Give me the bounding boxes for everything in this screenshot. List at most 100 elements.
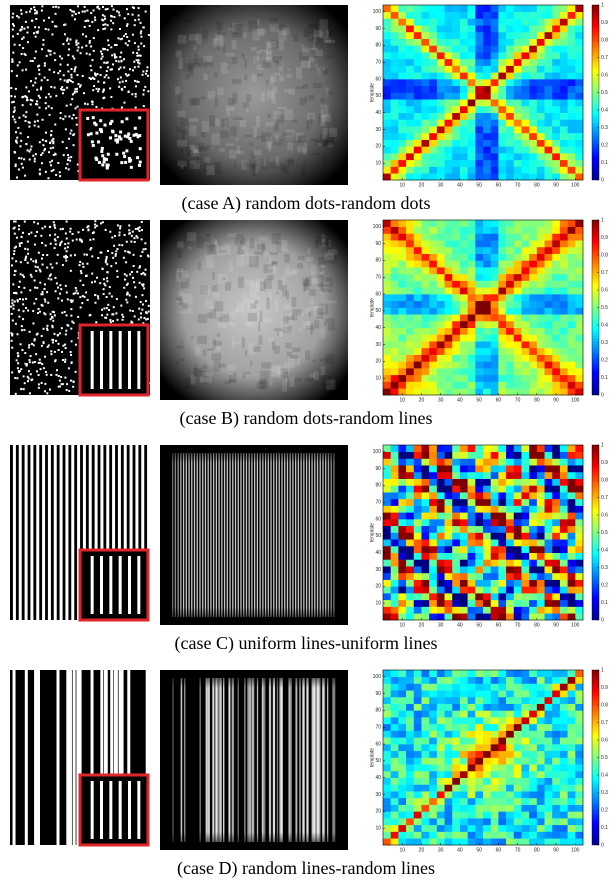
heatmap-cell: [398, 573, 406, 580]
heatmap-cell: [506, 133, 514, 140]
heatmap-cell: [552, 724, 560, 731]
heatmap-cell: [437, 825, 445, 832]
heatmap-cell: [560, 710, 568, 717]
heatmap-cell: [491, 613, 499, 620]
heatmap-cell: [568, 86, 576, 93]
texture: [179, 311, 188, 313]
heatmap-cell: [475, 566, 483, 573]
heatmap-cell: [445, 274, 453, 281]
heatmap-cell: [429, 388, 437, 395]
heatmap-cell: [537, 93, 545, 100]
colorbar-tick-label: 0.6: [601, 287, 608, 293]
heatmap-cell: [452, 126, 460, 133]
dot: [126, 36, 128, 38]
heatmap-cell: [383, 45, 391, 52]
heatmap-cell: [491, 260, 499, 267]
stripe: [100, 556, 103, 614]
heatmap-cell: [506, 301, 514, 308]
dot: [55, 340, 57, 342]
heatmap-cell: [445, 704, 453, 711]
heatmap-cell: [568, 287, 576, 294]
texture: [215, 97, 218, 106]
heatmap-cell: [545, 167, 553, 174]
heatmap-cell: [498, 233, 506, 240]
heatmap-cell: [575, 45, 583, 52]
heatmap-cell: [414, 526, 422, 533]
heatmap-cell: [460, 25, 468, 32]
heatmap-cell: [475, 465, 483, 472]
heatmap-cell: [437, 573, 445, 580]
dot: [56, 282, 58, 284]
dot: [61, 300, 63, 302]
heatmap-cell: [421, 539, 429, 546]
heatmap-cell: [460, 375, 468, 382]
dot: [128, 160, 131, 163]
heatmap-cell: [398, 737, 406, 744]
heatmap-cell: [445, 778, 453, 785]
y-tick-label: 80: [375, 258, 381, 264]
dot: [126, 8, 128, 10]
heatmap-cell: [475, 586, 483, 593]
dot: [54, 247, 56, 249]
heatmap-cell: [529, 173, 537, 180]
heatmap-cell: [568, 12, 576, 19]
dot: [134, 66, 136, 68]
dot: [67, 38, 69, 40]
heatmap-cell: [529, 751, 537, 758]
heatmap-cell: [468, 758, 476, 765]
heatmap-cell: [429, 79, 437, 86]
heatmap-cell: [537, 99, 545, 106]
heatmap-cell: [406, 153, 414, 160]
dot: [41, 304, 43, 306]
heatmap-cell: [506, 600, 514, 607]
heatmap-cell: [568, 314, 576, 321]
dot: [13, 253, 15, 255]
heatmap-cell: [491, 5, 499, 12]
heatmap-cell: [460, 32, 468, 39]
heatmap-cell: [475, 348, 483, 355]
heatmap-cell: [437, 445, 445, 452]
heatmap-cell: [437, 5, 445, 12]
heatmap-cell: [491, 573, 499, 580]
heatmap-cell: [460, 704, 468, 711]
heatmap-cell: [429, 580, 437, 587]
heatmap-cell: [560, 825, 568, 832]
dot: [70, 308, 72, 310]
heatmap-cell: [398, 519, 406, 526]
dot: [112, 63, 114, 65]
heatmap-cell: [575, 546, 583, 553]
heatmap-cell: [383, 99, 391, 106]
heatmap-cell: [560, 328, 568, 335]
heatmap-cell: [521, 287, 529, 294]
heatmap-cell: [521, 717, 529, 724]
heatmap-cell: [452, 93, 460, 100]
heatmap-cell: [575, 133, 583, 140]
texture: [255, 300, 258, 304]
heatmap-cell: [421, 613, 429, 620]
y-tick-label: 30: [375, 127, 381, 133]
heatmap-cell: [414, 267, 422, 274]
dot: [119, 81, 121, 83]
heatmap-cell: [421, 751, 429, 758]
heatmap-cell: [491, 778, 499, 785]
dot: [12, 28, 14, 30]
dot: [103, 307, 105, 309]
dot: [45, 96, 47, 98]
heatmap-cell: [383, 717, 391, 724]
heatmap-cell: [421, 737, 429, 744]
heatmap-cell: [560, 140, 568, 147]
dot: [116, 138, 119, 141]
heatmap-cell: [568, 328, 576, 335]
heatmap-cell: [575, 586, 583, 593]
dot: [50, 86, 52, 88]
heatmap-cell: [491, 45, 499, 52]
heatmap-cell: [475, 771, 483, 778]
dot: [124, 86, 126, 88]
heatmap-cell: [514, 133, 522, 140]
dot: [139, 230, 141, 232]
dot: [66, 163, 68, 165]
dot: [125, 149, 128, 152]
heatmap-cell: [483, 388, 491, 395]
dot: [92, 144, 95, 147]
x-tick-label: 10: [399, 622, 405, 628]
